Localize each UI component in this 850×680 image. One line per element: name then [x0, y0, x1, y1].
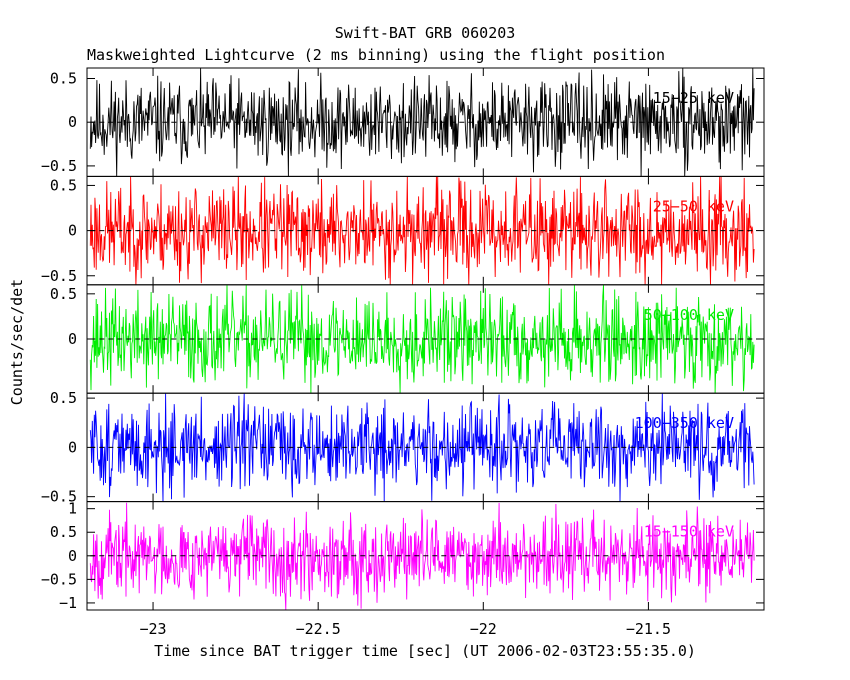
series-line-15-150 — [89, 502, 755, 611]
y-tick-label-25-50: 0.5 — [50, 176, 77, 194]
band-label-50-100: 50−100 keV — [644, 306, 734, 324]
y-tick-label-15-25: 0 — [68, 113, 77, 131]
x-axis: −23 −22.5 −22 −21.5 — [140, 620, 671, 638]
band-label-100-350: 100−350 keV — [635, 414, 734, 432]
y-tick-label-15-150: −0.5 — [41, 570, 77, 588]
y-tick-label-25-50: −0.5 — [41, 267, 77, 285]
y-axis-label: Counts/sec/det — [8, 279, 26, 405]
y-tick-label-100-350: 0 — [68, 438, 77, 456]
panel-15-150: 1 0.5 0 −0.5 −1 15−150 keV — [41, 500, 765, 612]
panel-25-50: 0.5 0 −0.5 25−50 keV — [41, 175, 765, 286]
x-tick-label: −22 — [470, 620, 497, 638]
panel-50-100: 0.5 0 50−100 keV — [50, 284, 765, 394]
y-tick-label-15-25: 0.5 — [50, 69, 77, 87]
band-label-15-150: 15−150 keV — [644, 523, 734, 541]
x-tick-label: −23 — [140, 620, 167, 638]
chart-subtitle: Maskweighted Lightcurve (2 ms binning) u… — [87, 46, 665, 64]
band-label-15-25: 15−25 keV — [653, 89, 734, 107]
y-tick-label-50-100: 0.5 — [50, 285, 77, 303]
y-tick-label-25-50: 0 — [68, 222, 77, 240]
band-label-25-50: 25−50 keV — [653, 197, 734, 215]
x-tick-label: −22.5 — [296, 620, 341, 638]
chart-title: Swift-BAT GRB 060203 — [335, 24, 516, 42]
panel-15-25: 0.5 0 −0.5 15−25 keV — [41, 67, 765, 177]
y-tick-label-15-150: 0.5 — [50, 523, 77, 541]
y-tick-label-15-150: 1 — [68, 500, 77, 518]
y-tick-label-100-350: 0.5 — [50, 389, 77, 407]
y-tick-label-15-150: 0 — [68, 547, 77, 565]
y-tick-label-50-100: 0 — [68, 330, 77, 348]
x-axis-label: Time since BAT trigger time [sec] (UT 20… — [154, 642, 696, 660]
y-tick-label-100-350: −0.5 — [41, 488, 77, 506]
x-tick-label: −21.5 — [626, 620, 671, 638]
series-line-50-100 — [89, 284, 755, 394]
y-tick-label-15-25: −0.5 — [41, 157, 77, 175]
panels-group: 0.5 0 −0.5 15−25 keV 0.5 0 −0.5 25−50 keV 0.5 0 50… — [41, 67, 765, 612]
panel-100-350: 0.5 0 −0.5 100−350 keV — [41, 389, 765, 506]
y-tick-label-15-150: −1 — [59, 594, 77, 612]
